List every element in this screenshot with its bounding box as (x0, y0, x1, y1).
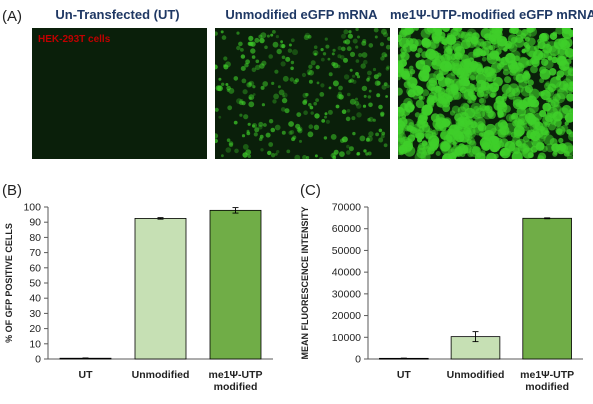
gfp-positive-chart: 0 10 20 30 40 50 60 70 80 90 100 % OF GFP POSITIVE … (4, 202, 273, 393)
y-tick-label: 20 (29, 323, 41, 335)
panel-a-label: (A) (2, 8, 22, 25)
fluorescent-cells (398, 28, 573, 159)
y-axis-label: MEAN FLUORESCENCE INTENSITY (300, 206, 310, 359)
x-category-label: modified (214, 381, 258, 393)
y-tick-label: 100 (23, 202, 41, 214)
x-category-label: me1Ψ-UTP (208, 369, 262, 381)
x-category-label: Unmodified (447, 369, 505, 381)
y-tick-label: 70000 (332, 202, 361, 214)
y-tick-label: 30000 (332, 288, 361, 300)
y-tick-label: 20000 (332, 310, 361, 322)
x-category-label: me1Ψ-UTP (520, 369, 574, 381)
y-tick-label: 50 (29, 278, 41, 290)
y-tick-label: 70 (29, 247, 41, 259)
bar-2 (522, 217, 572, 360)
y-tick-label: 60000 (332, 223, 361, 235)
y-tick-label: 60 (29, 262, 41, 274)
x-category-label: Unmodified (132, 369, 190, 381)
modified-image-title: me1Ψ-UTP-modified eGFP mRNA (390, 7, 593, 22)
panel-c-label: (C) (300, 182, 321, 199)
y-tick-label: 0 (355, 354, 361, 366)
y-axis-label: % OF GFP POSITIVE CELLS (4, 223, 14, 343)
ut-image-title: Un-Transfected (UT) (55, 7, 180, 22)
mfi-chart: 0 10000 20000 30000 40000 50000 60000 70000 MEAN… (300, 202, 583, 393)
x-category-label: UT (79, 369, 94, 381)
unmodified-image-title: Unmodified eGFP mRNA (225, 7, 378, 22)
bar-2 (209, 209, 262, 360)
y-tick-label: 80 (29, 232, 41, 244)
cell-line-label: HEK-293T cells (38, 34, 111, 45)
ut-micrograph: HEK-293T cells (32, 28, 207, 159)
x-category-label: UT (397, 369, 412, 381)
y-tick-label: 90 (29, 217, 41, 229)
bar-1 (134, 217, 187, 360)
x-category-label: modified (525, 381, 569, 393)
y-tick-label: 50000 (332, 245, 361, 257)
panel-b-label: (B) (2, 182, 22, 199)
fluorescent-cells (215, 28, 390, 159)
unmodified-micrograph (215, 28, 390, 159)
y-tick-label: 40000 (332, 267, 361, 279)
y-tick-label: 0 (35, 354, 41, 366)
modified-micrograph (398, 28, 573, 159)
y-tick-label: 30 (29, 308, 41, 320)
y-tick-label: 10 (29, 338, 41, 350)
micrograph-background (32, 28, 207, 159)
y-tick-label: 40 (29, 293, 41, 305)
y-tick-label: 10000 (332, 332, 361, 344)
